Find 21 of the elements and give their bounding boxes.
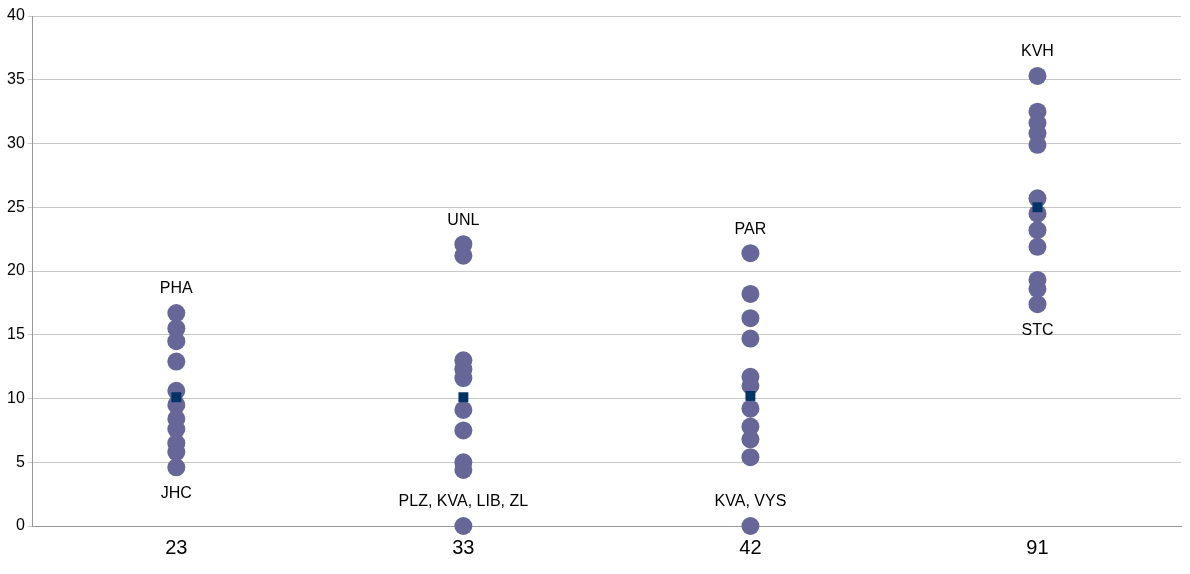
y-tick-label: 10 [7,388,25,406]
annotation: JHC [160,483,192,501]
y-tick-label: 30 [7,133,25,151]
y-tick-label: 40 [7,6,25,24]
y-tick-label: 35 [7,70,25,88]
annotation: PLZ, KVA, LIB, ZL [398,492,529,510]
y-tick-label: 5 [15,452,25,470]
annotation: PHA [159,279,194,297]
annotation: KVH [1021,42,1054,60]
x-tick-label: 23 [165,535,188,558]
x-tick-label: 33 [452,535,475,558]
y-tick-label: 15 [7,325,25,343]
annotation: STC [1021,320,1054,338]
annotation: PAR [734,219,767,237]
annotation: UNL [447,210,480,228]
x-tick-label: 91 [1026,535,1049,558]
annotation: KVA, VYS [714,492,787,510]
y-tick-label: 20 [7,261,25,279]
y-tick-label: 25 [7,197,25,215]
y-tick-label: 0 [15,516,25,534]
x-tick-label: 42 [739,535,762,558]
